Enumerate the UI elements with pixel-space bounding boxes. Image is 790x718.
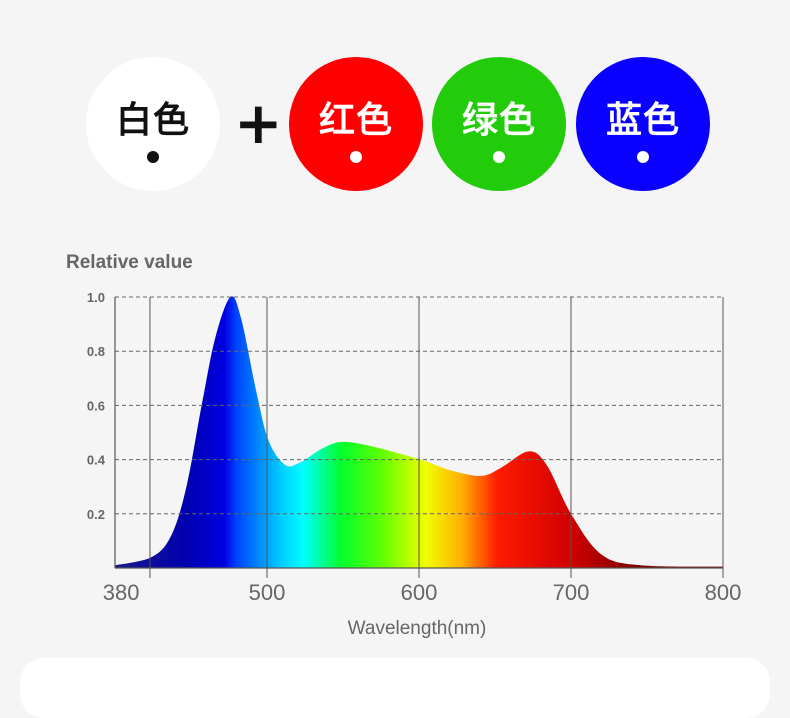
y-tick-label: 1.0 — [87, 290, 105, 305]
y-tick-label: 0.8 — [87, 344, 105, 359]
red-label: 红色 — [318, 100, 393, 141]
spectrum-chart: 0.2 0.4 0.6 0.8 1.0 380 500 600 700 800 — [87, 290, 742, 605]
white-label: 白色 — [115, 100, 190, 141]
bottom-card — [20, 658, 770, 718]
green-circle: 绿色 — [432, 57, 566, 191]
blue-circle: 蓝色 — [576, 57, 710, 191]
x-tick-label: 500 — [249, 580, 286, 605]
red-dot — [350, 151, 362, 163]
blue-dot — [637, 151, 649, 163]
white-dot — [147, 151, 159, 163]
y-axis-label: Relative value — [66, 252, 193, 273]
green-label: 绿色 — [461, 100, 536, 141]
y-tick-label: 0.4 — [87, 453, 106, 468]
y-tick-label: 0.2 — [87, 507, 105, 522]
y-tick-label: 0.6 — [87, 398, 105, 413]
x-tick-label: 600 — [401, 580, 438, 605]
x-tick-label: 800 — [705, 580, 742, 605]
x-tick-label: 700 — [553, 580, 590, 605]
x-axis-label: Wavelength(nm) — [347, 618, 487, 639]
x-tick-label: 380 — [103, 580, 140, 605]
green-dot — [493, 151, 505, 163]
plus-sign: + — [234, 89, 283, 157]
white-circle: 白色 — [86, 57, 220, 191]
red-circle: 红色 — [289, 57, 423, 191]
blue-label: 蓝色 — [605, 100, 680, 141]
